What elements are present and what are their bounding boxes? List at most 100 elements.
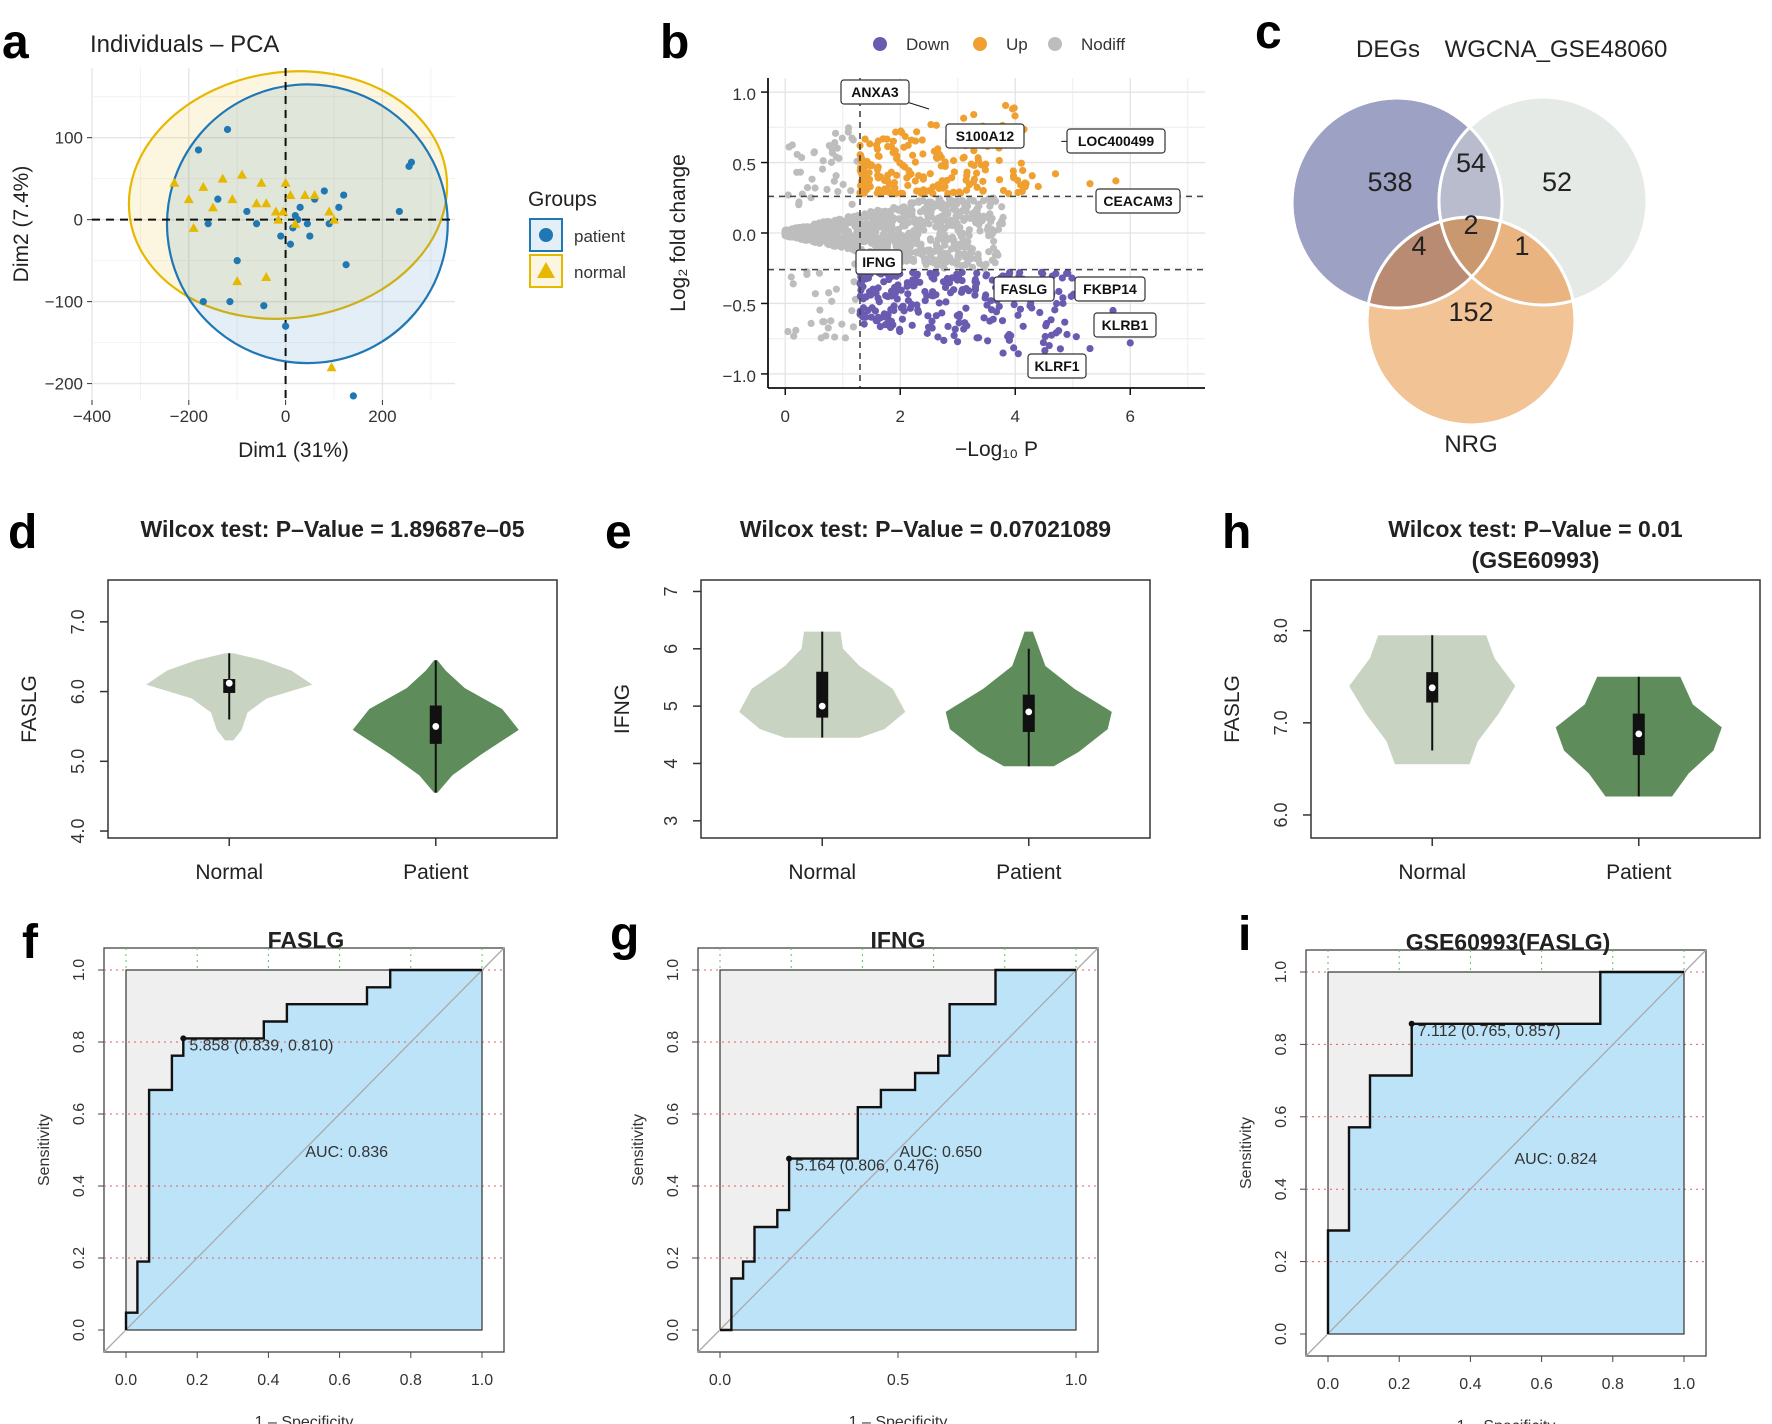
point-down [995,302,1003,311]
point-patient [282,322,290,330]
point-nodiff [951,204,959,212]
y-tick-label: 0.4 [665,1175,682,1197]
point-nodiff [976,227,984,235]
point-normal [198,181,209,191]
point-down [908,321,916,329]
point-down [1041,347,1049,355]
point-nodiff [901,222,909,230]
venn-outline-wgcna [1437,95,1649,307]
point-down [1042,322,1050,330]
x-tick-label: 0.0 [115,1372,137,1389]
point-down [1052,270,1060,278]
y-tick-label: 0.0 [1273,1323,1290,1345]
point-up [861,135,869,143]
point-nodiff [968,248,976,257]
y-tick-label: 3 [661,816,681,826]
venn-label-degs: DEGs [1356,36,1420,63]
point-down [1052,299,1061,308]
point-up [995,156,1003,165]
y-tick-label: 4.0 [68,819,88,844]
x-tick-label-normal: Normal [195,861,263,884]
point-nodiff [782,229,790,238]
point-up [974,154,982,162]
point-down [906,304,915,312]
point-down [1056,345,1064,353]
point-nodiff [915,198,923,206]
point-normal [270,206,281,216]
point-normal [278,206,289,216]
point-nodiff [923,217,931,225]
point-nodiff [902,254,910,263]
gene-label-s100a12: S100A12 [956,128,1015,144]
point-patient [286,240,295,248]
point-nodiff [815,269,824,277]
point-nodiff [838,320,846,328]
point-down [904,297,912,305]
point-nodiff [995,220,1004,228]
point-up [1014,188,1022,197]
point-down [953,338,962,346]
point-down [942,298,950,306]
plot-border [107,579,558,839]
point-nodiff [824,324,832,332]
auc-label: AUC: 0.836 [305,1144,388,1161]
y-axis-label: FASLG [18,675,41,743]
x-tick-label: 1.0 [1065,1372,1087,1389]
point-down [891,289,900,297]
point-nodiff [839,180,847,189]
point-up [972,169,981,177]
panel-letter-g: g [610,908,639,961]
point-patient [349,392,357,400]
point-up [962,176,970,184]
point-nodiff [895,215,903,223]
point-up [949,188,957,196]
point-normal [280,177,291,187]
point-up [881,185,889,193]
point-nodiff [849,136,857,144]
y-tick-label: 100 [55,129,83,148]
point-patient [340,191,348,199]
point-patient [303,220,311,228]
point-nodiff [790,332,798,340]
point-up [918,136,926,144]
point-down [1010,300,1018,309]
point-nodiff [913,224,921,232]
point-nodiff [962,207,970,215]
plot-area [92,68,455,400]
y-tick-label: −100 [45,293,83,312]
point-up [887,142,896,151]
point-nodiff [965,232,973,240]
chart-title: GSE60993(FASLG) [1406,929,1611,955]
point-down [975,334,983,342]
x-axis-label: 1 – Specificity [849,1414,948,1424]
point-nodiff [827,317,835,325]
point-nodiff [927,236,935,244]
panel-letter-i: i [1238,908,1251,961]
point-patient [226,298,234,306]
point-nodiff [838,226,846,234]
chart-volcano: 0 2 4 6 −1.0 −0.5 0.0 0.5 1.0 ANXA3 S100A12 LOC4004… [667,35,1205,461]
point-down [887,317,896,325]
point-down [982,271,991,279]
point-up [973,183,981,191]
point-up [861,162,869,170]
point-up [1028,172,1036,180]
point-nodiff [956,212,964,220]
point-down [872,317,880,325]
point-down [986,317,994,325]
point-nodiff [832,153,840,161]
point-normal [273,214,284,224]
point-nodiff [897,207,905,215]
point-down [861,293,870,301]
median-dot [1025,708,1033,716]
panel-letter-d: d [8,506,37,559]
point-down [981,294,989,302]
point-nodiff [881,221,889,229]
point-nodiff [811,290,819,298]
point-nodiff [840,217,848,225]
chart-title: FASLG [268,927,345,953]
legend-title: Groups [528,188,597,211]
point-down [1055,287,1063,296]
point-down [1061,318,1069,326]
point-normal [232,276,243,286]
